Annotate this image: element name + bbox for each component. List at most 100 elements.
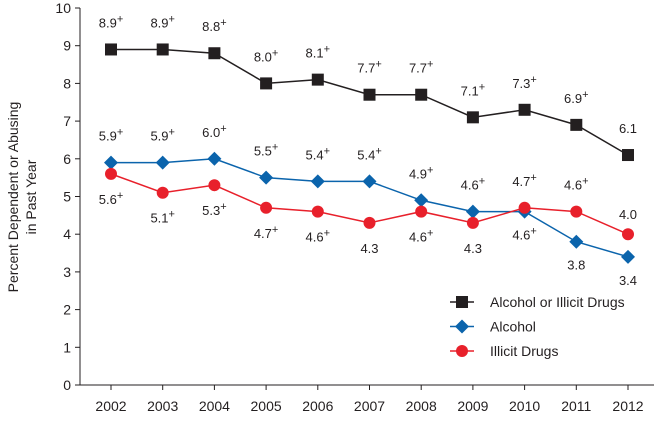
square-marker [311, 73, 324, 86]
y-axis-label-line: Percent Dependent or Abusing [5, 102, 21, 293]
data-label: 6.9+ [564, 89, 589, 106]
data-label: 3.8 [567, 258, 585, 273]
data-label: 4.3 [360, 241, 378, 256]
y-tick-label: 8 [63, 75, 71, 91]
x-tick-label: 2006 [302, 398, 333, 414]
data-label: 7.3+ [512, 74, 537, 91]
circle-marker [415, 205, 428, 218]
legend-label: Alcohol or Illicit Drugs [490, 294, 625, 310]
legend-item: Alcohol [450, 319, 536, 335]
data-label: 8.0+ [254, 47, 279, 64]
y-tick-label: 4 [63, 226, 71, 242]
circle-marker [518, 201, 531, 214]
x-tick-label: 2012 [612, 398, 643, 414]
data-label: 4.3 [464, 241, 482, 256]
diamond-marker [207, 151, 222, 166]
square-marker [570, 118, 583, 131]
data-label: 4.6+ [461, 176, 486, 193]
diamond-marker [414, 193, 429, 208]
diamond-marker [621, 249, 635, 264]
diamond-marker [155, 155, 170, 170]
y-tick-label: 5 [63, 189, 71, 205]
series-alcohol: 5.9+ 5.9+ 6.0+ 5.5+ 5.4+ 5.4+ 4.9+ 4.6+ 4.6+ 3.8 3… [99, 123, 637, 288]
y-tick-label: 10 [55, 0, 71, 16]
square-marker [208, 47, 221, 60]
data-label: 5.4+ [357, 145, 382, 162]
square-marker [156, 43, 169, 56]
data-label: 6.1 [619, 121, 637, 136]
diamond-marker [259, 170, 274, 185]
diamond-marker [362, 174, 377, 189]
data-label: 8.9+ [150, 13, 175, 30]
series-illicit-drugs: 5.6+ 5.1+ 5.3+ 4.7+ 4.6+ 4.3 4.6+ 4.3 4.7+ 4.6+ 4.… [99, 167, 637, 256]
y-tick-label: 2 [63, 302, 71, 318]
data-label: 8.8+ [202, 17, 227, 34]
square-marker [363, 88, 376, 101]
data-label: 5.9+ [99, 127, 124, 144]
y-tick-label: 6 [63, 151, 71, 167]
square-marker [466, 111, 479, 124]
diamond-marker [465, 204, 480, 219]
data-label: 5.9+ [150, 127, 175, 144]
x-tick-label: 2004 [199, 398, 230, 414]
data-label: 7.7+ [357, 59, 382, 76]
square-marker [415, 88, 428, 101]
x-tick-label: 2005 [251, 398, 282, 414]
legend-label: Alcohol [490, 319, 536, 335]
circle-marker [208, 179, 221, 192]
series-group: 8.9+ 8.9+ 8.8+ 8.0+ 8.1+ 7.7+ 7.7+ 7.1+ 7.3+ 6.9+… [99, 13, 637, 287]
y-axis-label: Percent Dependent or Abusing in Past Year [5, 102, 39, 293]
axes: 0 1 2 3 4 5 6 7 8 9 10 2002 2003 2004 2005 2006 2007 2008… [55, 0, 654, 414]
data-label: 8.9+ [99, 13, 124, 30]
y-tick-label: 7 [63, 113, 71, 129]
y-axis-label-line: in Past Year [23, 159, 39, 234]
circle-marker [456, 345, 468, 357]
circle-marker [570, 205, 583, 218]
data-label: 5.1+ [150, 209, 175, 226]
data-label: 4.7+ [254, 224, 279, 241]
diamond-marker [455, 319, 469, 334]
circle-marker [466, 216, 479, 229]
circle-marker [622, 228, 634, 241]
x-tick-label: 2003 [147, 398, 178, 414]
data-label: 4.6+ [409, 228, 434, 245]
circle-marker [156, 186, 169, 199]
diamond-marker [310, 174, 325, 189]
data-label: 7.1+ [461, 81, 486, 98]
data-label: 4.7+ [512, 172, 537, 189]
x-tick-label: 2009 [457, 398, 488, 414]
data-label: 5.3+ [202, 201, 227, 218]
data-label: 4.6+ [306, 228, 331, 245]
square-marker [456, 296, 468, 308]
circle-marker [105, 167, 117, 180]
y-tick-label: 3 [63, 264, 71, 280]
y-tick-label: 1 [63, 339, 71, 355]
square-marker [260, 77, 273, 90]
data-label: 4.9+ [409, 164, 434, 181]
square-marker [518, 103, 531, 116]
circle-marker [363, 216, 376, 229]
x-tick-label: 2010 [509, 398, 540, 414]
data-label: 8.1+ [306, 44, 331, 61]
diamond-marker [569, 234, 584, 249]
x-tick-label: 2011 [561, 398, 591, 414]
y-tick-label: 9 [63, 38, 71, 54]
square-marker [622, 149, 634, 162]
data-label: 7.7+ [409, 59, 434, 76]
data-label: 5.5+ [254, 142, 279, 159]
diamond-marker [104, 155, 118, 170]
data-label: 4.6+ [564, 176, 589, 193]
data-label: 3.4 [619, 273, 637, 288]
legend-label: Illicit Drugs [490, 343, 558, 359]
legend-item: Illicit Drugs [450, 343, 558, 359]
data-label: 6.0+ [202, 123, 227, 140]
legend-item: Alcohol or Illicit Drugs [450, 294, 625, 310]
circle-marker [311, 205, 324, 218]
data-label: 4.6+ [512, 226, 537, 243]
x-tick-label: 2002 [95, 398, 126, 414]
series-alcohol-or-illicit-drugs: 8.9+ 8.9+ 8.8+ 8.0+ 8.1+ 7.7+ 7.7+ 7.1+ 7.3+ 6.9+… [99, 13, 637, 162]
x-tick-label: 2007 [354, 398, 385, 414]
data-label: 4.0 [619, 207, 637, 222]
circle-marker [260, 201, 273, 214]
